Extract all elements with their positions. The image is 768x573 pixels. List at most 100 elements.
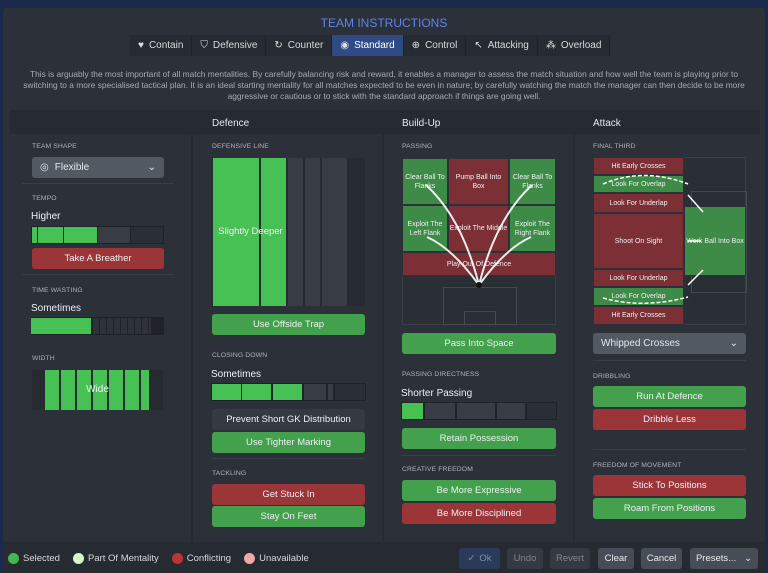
freedom-of-movement-label: FREEDOM OF MOVEMENT	[593, 462, 682, 469]
divider	[212, 458, 365, 459]
presets-dropdown[interactable]: Presets... ⌄	[690, 548, 758, 569]
creative-freedom-label: CREATIVE FREEDOM	[402, 466, 473, 473]
chevron-down-icon: ⌄	[147, 162, 156, 173]
cancel-button[interactable]: Cancel	[641, 548, 682, 569]
zone-pump-ball-into-box[interactable]: Pump Ball Into Box	[448, 158, 509, 205]
presets-label: Presets...	[695, 553, 737, 564]
buildup-header: Build-Up	[402, 118, 441, 129]
time-wasting-slider[interactable]	[31, 317, 164, 335]
divider	[402, 455, 556, 456]
control-icon: ⊕	[411, 40, 421, 51]
zone-clear-ball-left[interactable]: Clear Ball To Flanks	[402, 158, 448, 205]
defence-header: Defence	[212, 118, 250, 129]
use-offside-trap-button[interactable]: Use Offside Trap	[212, 314, 365, 335]
zone-exploit-left-flank[interactable]: Exploit The Left Flank	[402, 205, 448, 252]
final-third-label: FINAL THIRD	[593, 143, 636, 150]
revert-button[interactable]: Revert	[550, 548, 590, 569]
time-wasting-value: Sometimes	[31, 303, 82, 314]
tab-control[interactable]: ⊕ Control	[404, 35, 467, 56]
crossing-type-dropdown[interactable]: Whipped Crosses ⌄	[593, 333, 746, 354]
legend-label: Conflicting	[186, 553, 232, 564]
team-shape-value: Flexible	[54, 162, 90, 173]
dribble-less-button[interactable]: Dribble Less	[593, 409, 746, 430]
chevron-down-icon: ⌄	[744, 553, 753, 564]
zone-shoot-on-sight[interactable]: Shoot On Sight	[593, 213, 684, 269]
legend-label: Part Of Mentality	[87, 553, 159, 564]
tab-defensive[interactable]: ⛉ Defensive	[192, 35, 267, 56]
zone-clear-ball-right[interactable]: Clear Ball To Flanks	[509, 158, 556, 205]
passing-label: PASSING	[402, 143, 433, 150]
check-icon: ✓	[467, 553, 476, 564]
undo-button[interactable]: Undo	[507, 548, 543, 569]
crossing-type-value: Whipped Crosses	[601, 338, 680, 349]
defensive-line-value: Slightly Deeper	[218, 226, 283, 237]
tab-label: Contain	[148, 40, 184, 51]
unavailable-dot-icon	[244, 553, 256, 564]
column-divider	[382, 110, 384, 542]
roam-from-positions-button[interactable]: Roam From Positions	[593, 498, 746, 519]
passing-directness-slider[interactable]	[401, 402, 557, 420]
legend-item-selected: Selected	[8, 553, 60, 564]
pass-into-space-button[interactable]: Pass Into Space	[402, 333, 556, 354]
team-shape-dropdown[interactable]: ◎ Flexible ⌄	[32, 157, 164, 178]
divider	[22, 183, 174, 184]
final-third-arrows	[602, 174, 704, 304]
target-icon: ◎	[40, 162, 49, 173]
defensive-line-slider[interactable]: Slightly Deeper	[212, 158, 365, 306]
dribbling-label: DRIBBLING	[593, 373, 631, 380]
divider	[593, 360, 746, 361]
retain-possession-button[interactable]: Retain Possession	[402, 428, 556, 449]
conflicting-dot-icon	[171, 553, 183, 564]
column-header-bar	[10, 110, 760, 134]
run-at-defence-button[interactable]: Run At Defence	[593, 386, 746, 407]
ok-button[interactable]: ✓ Ok	[459, 548, 500, 569]
tab-standard[interactable]: ◉ Standard	[332, 35, 404, 56]
tab-label: Control	[425, 40, 458, 51]
tempo-slider[interactable]	[31, 226, 164, 244]
stick-to-positions-button[interactable]: Stick To Positions	[593, 475, 746, 496]
footer-bar	[3, 542, 765, 573]
legend-label: Selected	[23, 553, 60, 564]
tab-overload[interactable]: ⁂ Overload	[538, 35, 611, 56]
tab-label: Standard	[354, 40, 395, 51]
zone-exploit-right-flank[interactable]: Exploit The Right Flank	[509, 205, 556, 252]
take-a-breather-button[interactable]: Take A Breather	[32, 248, 164, 269]
time-wasting-label: TIME WASTING	[32, 287, 83, 294]
zone-look-for-underlap-top[interactable]: Look For Underlap	[593, 193, 684, 213]
ok-label: Ok	[479, 553, 492, 564]
use-tighter-marking-button[interactable]: Use Tighter Marking	[212, 432, 365, 453]
be-more-disciplined-button[interactable]: Be More Disciplined	[402, 503, 556, 524]
tab-counter[interactable]: ↻ Counter	[266, 35, 333, 56]
closing-down-value: Sometimes	[211, 369, 262, 380]
tempo-value: Higher	[31, 211, 61, 222]
tab-attacking[interactable]: ↖ Attacking	[466, 35, 538, 56]
stay-on-feet-button[interactable]: Stay On Feet	[212, 506, 365, 527]
legend-item-conflicting: Conflicting	[171, 553, 232, 564]
zone-look-for-underlap-bottom[interactable]: Look For Underlap	[593, 269, 684, 287]
prevent-short-gk-distribution-button[interactable]: Prevent Short GK Distribution	[212, 409, 365, 430]
standard-icon: ◉	[340, 40, 350, 51]
overload-icon: ⁂	[545, 40, 556, 51]
zone-play-out-of-defence[interactable]: Play Out Of Defence	[402, 252, 556, 276]
tab-label: Defensive	[212, 40, 258, 51]
passing-directness-value: Shorter Passing	[401, 388, 473, 399]
width-value: Wide	[86, 384, 109, 395]
part-of-mentality-dot-icon	[72, 553, 84, 564]
tab-contain[interactable]: ♥ Contain	[130, 35, 193, 56]
heart-shield-icon: ♥	[138, 40, 144, 51]
legend: Selected Part Of Mentality Conflicting U…	[8, 553, 309, 564]
be-more-expressive-button[interactable]: Be More Expressive	[402, 480, 556, 501]
get-stuck-in-button[interactable]: Get Stuck In	[212, 484, 365, 505]
zone-hit-early-crosses-top[interactable]: Hit Early Crosses	[593, 157, 684, 175]
zone-hit-early-crosses-bottom[interactable]: Hit Early Crosses	[593, 306, 684, 325]
selected-dot-icon	[8, 553, 19, 564]
clear-button[interactable]: Clear	[598, 548, 634, 569]
width-label: WIDTH	[32, 355, 55, 362]
attacking-arrow-icon: ↖	[474, 40, 483, 51]
attack-header: Attack	[593, 118, 621, 129]
closing-down-slider[interactable]	[211, 383, 366, 401]
width-slider[interactable]: Wide	[32, 370, 163, 410]
tempo-label: TEMPO	[32, 195, 57, 202]
mentality-tabs: ♥ Contain ⛉ Defensive ↻ Counter ◉ Standard ⊕…	[130, 35, 611, 56]
column-divider	[191, 110, 193, 542]
